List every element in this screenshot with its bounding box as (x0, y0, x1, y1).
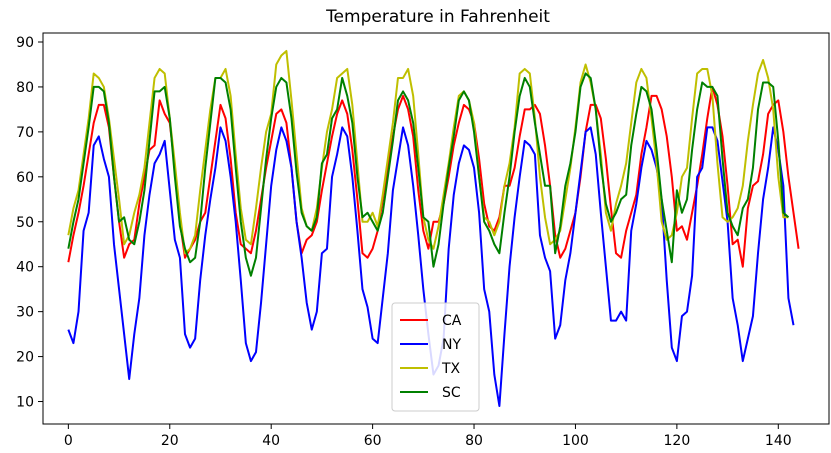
y-tick-label: 80 (16, 80, 34, 96)
x-tick-label: 140 (765, 433, 792, 449)
legend-box (391, 302, 480, 412)
y-axis: 10 20 30 40 50 60 70 80 90 (16, 35, 43, 411)
legend-label-ny: NY (442, 337, 461, 353)
y-tick-label: 60 (16, 170, 34, 186)
legend-label-sc: SC (442, 385, 461, 401)
plot-lines (67, 49, 800, 408)
y-tick-label: 10 (16, 395, 34, 411)
x-tick-label: 40 (262, 433, 280, 449)
y-tick-label: 50 (16, 215, 34, 231)
x-tick-label: 20 (161, 433, 179, 449)
x-tick-label: 120 (664, 433, 691, 449)
x-axis: 0 20 40 60 80 100 120 140 (64, 424, 792, 449)
x-tick-label: 60 (364, 433, 382, 449)
legend: CA NY TX SC (391, 302, 480, 412)
y-tick-label: 20 (16, 350, 34, 366)
chart-title: Temperature in Fahrenheit (325, 7, 550, 27)
x-tick-label: 0 (64, 433, 73, 449)
x-tick-label: 80 (465, 433, 483, 449)
legend-label-ca: CA (442, 313, 462, 329)
plot-frame (42, 32, 830, 425)
x-tick-label: 100 (562, 433, 589, 449)
legend-label-tx: TX (441, 361, 461, 377)
y-tick-label: 90 (16, 35, 34, 51)
series-line-sc (67, 72, 790, 277)
y-tick-label: 30 (16, 305, 34, 321)
y-tick-label: 70 (16, 125, 34, 141)
y-tick-label: 40 (16, 260, 34, 276)
